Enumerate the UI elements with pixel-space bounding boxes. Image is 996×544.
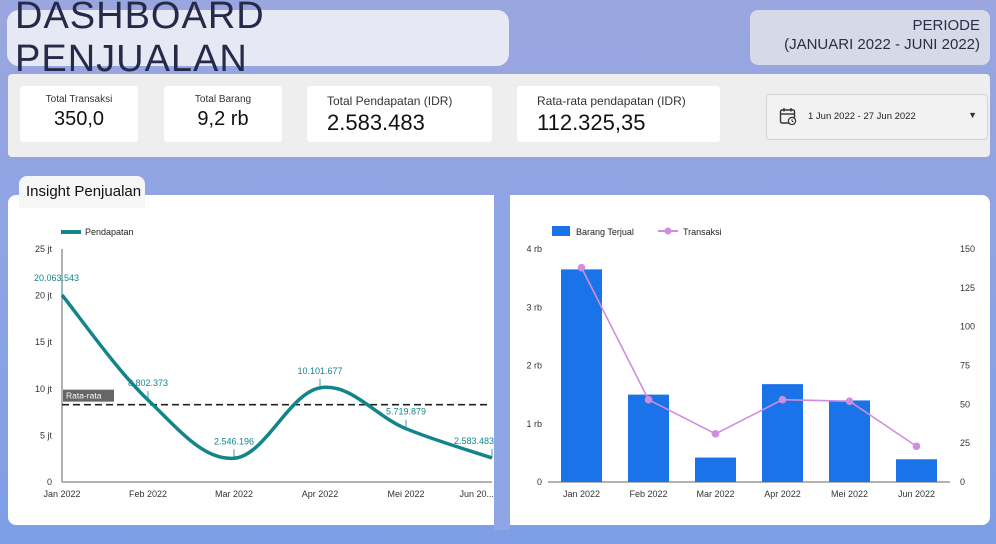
x-tick-label: Mei 2022 [831, 489, 868, 499]
revenue-line-chart: Pendapatan 0 5 jt 10 jt 15 jt 20 jt 25 jt Jan… [34, 227, 494, 499]
kpi-label: Rata-rata pendapatan (IDR) [537, 94, 686, 108]
x-tick-label: Jun 20... [459, 489, 494, 499]
date-range-picker[interactable]: 1 Jun 2022 - 27 Jun 2022 ▼ [766, 94, 988, 140]
y-tick-label: 10 jt [35, 384, 53, 394]
legend-swatch-pendapatan [61, 230, 81, 234]
kpi-value: 350,0 [53, 108, 105, 130]
kpi-value: 112.325,35 [537, 110, 646, 135]
legend-swatch-barang-terjual [552, 226, 570, 236]
bar-barang-terjual [695, 457, 736, 482]
y-right-tick-label: 50 [960, 399, 970, 409]
y-tick-label: 15 jt [35, 337, 53, 347]
legend-label-transaksi: Transaksi [683, 227, 722, 237]
y-right-tick-label: 25 [960, 438, 970, 448]
kpi-value: 9,2 rb [197, 108, 249, 130]
reference-label: Rata-rata [66, 391, 102, 401]
y-left-tick-label: 2 rb [526, 361, 542, 371]
y-left-tick-label: 3 rb [526, 302, 542, 312]
kpi-total-pendapatan: Total Pendapatan (IDR) 2.583.483 [307, 86, 492, 142]
y-left-tick-label: 4 rb [526, 244, 542, 254]
point-transaksi [711, 430, 720, 438]
legend-label-barang-terjual: Barang Terjual [576, 227, 634, 237]
y-tick-label: 20 jt [35, 291, 53, 301]
point-transaksi [577, 263, 586, 272]
bar-barang-terjual [829, 400, 870, 482]
x-tick-label: Jan 2022 [563, 489, 600, 499]
kpi-label: Total Transaksi [45, 94, 113, 105]
x-tick-label: Mar 2022 [215, 489, 253, 499]
page-title: DASHBOARD PENJUALAN [15, 0, 265, 80]
data-label: 2.583.483 [454, 436, 494, 446]
y-left-tick-label: 1 rb [526, 419, 542, 429]
y-right-tick-label: 0 [960, 477, 965, 487]
x-tick-label: Jan 2022 [43, 489, 80, 499]
caret-down-icon[interactable]: ▼ [968, 110, 977, 120]
kpi-total-transaksi: Total Transaksi 350,0 [20, 86, 138, 142]
period-label: PERIODE [912, 17, 980, 34]
y-left-tick-label: 0 [537, 477, 542, 487]
x-tick-label: Mei 2022 [387, 489, 424, 499]
data-label: 5.719.879 [386, 407, 426, 417]
kpi-label: Total Barang [194, 94, 252, 105]
point-transaksi [845, 397, 854, 406]
kpi-label: Total Pendapatan (IDR) [327, 94, 453, 108]
y-right-tick-label: 75 [960, 361, 970, 371]
y-tick-label: 5 jt [40, 430, 53, 440]
kpi-rata-pendapatan: Rata-rata pendapatan (IDR) 112.325,35 [517, 86, 720, 142]
point-transaksi [912, 442, 921, 451]
kpi-bar: Total Transaksi 350,0 Total Barang 9,2 r… [8, 74, 990, 157]
line-series-pendapatan [60, 293, 493, 461]
kpi-value: 2.583.483 [327, 110, 425, 135]
y-right-tick-label: 100 [960, 322, 975, 332]
y-tick-label: 0 [47, 477, 52, 487]
x-tick-label: Feb 2022 [629, 489, 667, 499]
bar-barang-terjual [896, 459, 937, 482]
reference-label-bg [63, 389, 114, 402]
calendar-icon [779, 108, 797, 125]
data-label: 2.546.196 [214, 436, 254, 446]
sales-combo-chart: Barang Terjual Transaksi 0 1 rb 2 rb 3 rb 4 … [526, 226, 975, 499]
point-transaksi [778, 395, 787, 404]
chart-legend: Barang Terjual Transaksi [552, 226, 722, 237]
point-transaksi [644, 395, 653, 404]
x-tick-label: Feb 2022 [129, 489, 167, 499]
tab-insight-penjualan[interactable]: Insight Penjualan [19, 176, 145, 208]
y-right-tick-label: 125 [960, 283, 975, 293]
date-range-text: 1 Jun 2022 - 27 Jun 2022 [808, 111, 916, 122]
data-label: 10.101.677 [297, 366, 342, 376]
period-box: PERIODE (JANUARI 2022 - JUNI 2022) [750, 10, 990, 65]
bar-barang-terjual [561, 269, 602, 482]
x-tick-label: Apr 2022 [302, 489, 339, 499]
kpi-total-barang: Total Barang 9,2 rb [164, 86, 282, 142]
chart-legend: Pendapatan [61, 227, 134, 237]
x-tick-label: Jun 2022 [898, 489, 935, 499]
x-tick-label: Mar 2022 [696, 489, 734, 499]
legend-label-pendapatan: Pendapatan [85, 227, 134, 237]
data-label: 20.063.543 [34, 273, 79, 283]
bar-barang-terjual [628, 394, 669, 482]
panel-divider [494, 195, 510, 530]
y-right-tick-label: 150 [960, 244, 975, 254]
line-series-transaksi [580, 267, 917, 447]
x-tick-label: Apr 2022 [764, 489, 801, 499]
legend-swatch-transaksi-dot [664, 227, 672, 235]
data-label: 8.802.373 [128, 378, 168, 388]
y-tick-label: 25 jt [35, 244, 53, 254]
period-range: (JANUARI 2022 - JUNI 2022) [784, 36, 980, 53]
title-banner: DASHBOARD PENJUALAN [7, 0, 509, 80]
